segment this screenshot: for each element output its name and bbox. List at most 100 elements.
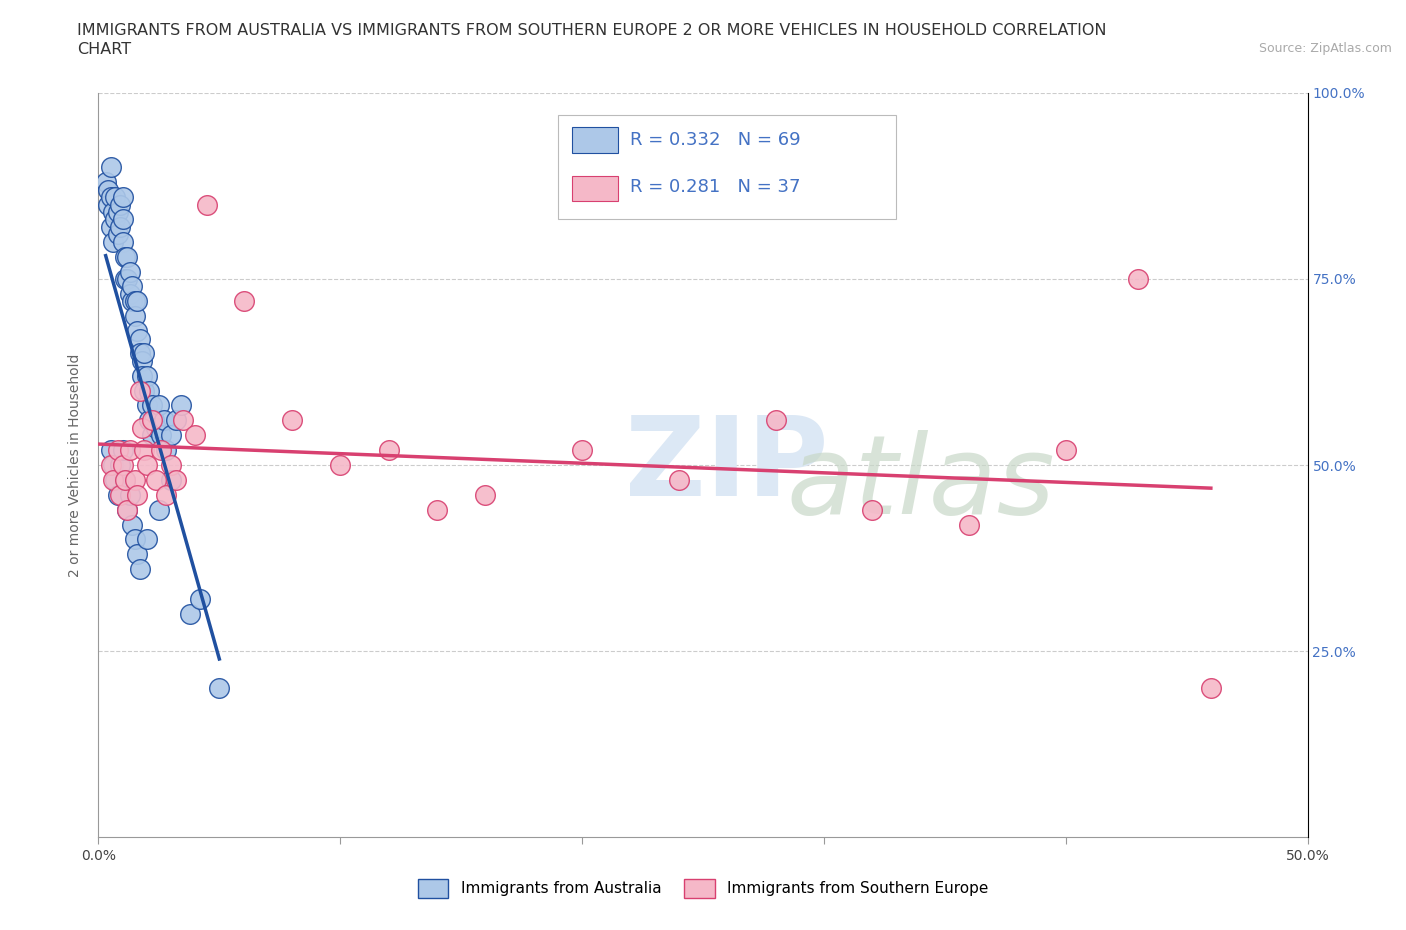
Point: [165, 413, 187, 428]
Point: [135, 368, 157, 383]
Point: [160, 458, 183, 472]
Point: [668, 472, 690, 487]
Point: [121, 279, 143, 294]
Point: [104, 212, 127, 227]
Point: [127, 487, 149, 502]
Point: [111, 212, 134, 227]
Point: [141, 398, 163, 413]
Point: [1199, 681, 1222, 696]
Point: [128, 383, 150, 398]
Point: [281, 413, 304, 428]
Point: [114, 472, 136, 487]
Point: [152, 413, 174, 428]
Point: [1128, 272, 1150, 286]
Point: [134, 443, 156, 458]
Point: [957, 517, 980, 532]
Point: [571, 443, 593, 458]
Point: [114, 272, 136, 286]
Point: [117, 249, 139, 264]
Text: CHART: CHART: [77, 42, 131, 57]
Point: [107, 227, 129, 242]
Point: [101, 205, 124, 219]
Point: [184, 428, 207, 443]
Point: [117, 272, 139, 286]
Point: [111, 443, 134, 458]
Point: [111, 190, 134, 205]
Point: [118, 264, 141, 279]
Point: [100, 219, 122, 234]
Point: [160, 428, 183, 443]
Point: [97, 182, 120, 197]
Point: [135, 398, 157, 413]
Point: [111, 234, 134, 249]
Point: [118, 487, 141, 502]
Point: [169, 398, 191, 413]
Text: R = 0.281   N = 37: R = 0.281 N = 37: [630, 179, 801, 196]
Point: [141, 428, 163, 443]
Text: ZIP: ZIP: [626, 411, 830, 519]
Point: [127, 294, 149, 309]
Point: [138, 413, 160, 428]
Point: [128, 331, 150, 346]
Point: [100, 160, 122, 175]
Point: [195, 197, 218, 212]
Point: [97, 197, 120, 212]
Y-axis label: 2 or more Vehicles in Household: 2 or more Vehicles in Household: [69, 353, 83, 577]
Point: [121, 517, 143, 532]
Point: [160, 472, 183, 487]
Point: [474, 487, 496, 502]
Point: [108, 197, 131, 212]
Legend: Immigrants from Australia, Immigrants from Southern Europe: Immigrants from Australia, Immigrants fr…: [412, 873, 994, 904]
Point: [138, 383, 160, 398]
Point: [104, 472, 127, 487]
Point: [208, 681, 231, 696]
Point: [179, 606, 201, 621]
Point: [127, 324, 149, 339]
Point: [165, 472, 187, 487]
Point: [860, 502, 883, 517]
Point: [124, 532, 146, 547]
Point: [108, 487, 131, 502]
FancyBboxPatch shape: [572, 176, 619, 201]
Point: [111, 458, 134, 472]
Point: [100, 458, 122, 472]
Point: [765, 413, 787, 428]
Point: [108, 219, 131, 234]
Point: [100, 190, 122, 205]
Point: [155, 443, 177, 458]
Point: [150, 443, 173, 458]
Point: [101, 458, 124, 472]
Point: [114, 472, 136, 487]
FancyBboxPatch shape: [572, 127, 619, 153]
Text: atlas: atlas: [786, 430, 1054, 538]
Point: [100, 443, 122, 458]
Point: [1054, 443, 1077, 458]
Point: [101, 472, 124, 487]
Point: [172, 413, 194, 428]
Point: [118, 443, 141, 458]
Point: [104, 190, 127, 205]
Point: [124, 309, 146, 324]
Point: [108, 458, 131, 472]
Point: [148, 502, 170, 517]
Point: [131, 368, 153, 383]
Point: [134, 346, 156, 361]
Point: [150, 428, 173, 443]
Text: IMMIGRANTS FROM AUSTRALIA VS IMMIGRANTS FROM SOUTHERN EUROPE 2 OR MORE VEHICLES : IMMIGRANTS FROM AUSTRALIA VS IMMIGRANTS …: [77, 23, 1107, 38]
Point: [145, 420, 167, 435]
FancyBboxPatch shape: [558, 115, 897, 219]
Point: [128, 346, 150, 361]
Point: [114, 249, 136, 264]
Point: [117, 502, 139, 517]
Point: [148, 398, 170, 413]
Point: [107, 205, 129, 219]
Point: [94, 175, 117, 190]
Text: R = 0.332   N = 69: R = 0.332 N = 69: [630, 131, 801, 149]
Point: [107, 443, 129, 458]
Point: [118, 286, 141, 301]
Point: [141, 413, 163, 428]
Point: [329, 458, 352, 472]
Point: [124, 472, 146, 487]
Point: [124, 294, 146, 309]
Point: [127, 547, 149, 562]
